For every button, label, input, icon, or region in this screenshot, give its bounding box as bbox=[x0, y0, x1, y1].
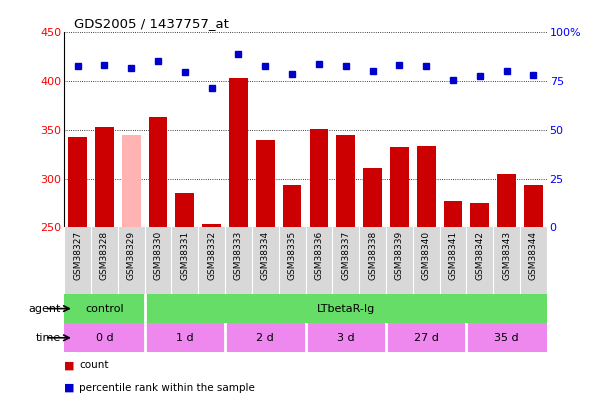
Bar bbox=[95, 127, 114, 227]
Text: GSM38341: GSM38341 bbox=[448, 230, 458, 280]
Text: GSM38338: GSM38338 bbox=[368, 230, 377, 280]
Bar bbox=[417, 146, 436, 227]
Bar bbox=[145, 294, 547, 323]
Text: GSM38332: GSM38332 bbox=[207, 230, 216, 280]
Text: 0 d: 0 d bbox=[95, 333, 113, 343]
Bar bbox=[145, 323, 225, 352]
Text: 35 d: 35 d bbox=[494, 333, 519, 343]
Bar bbox=[256, 140, 275, 227]
Text: 27 d: 27 d bbox=[414, 333, 439, 343]
Text: GSM38331: GSM38331 bbox=[180, 230, 189, 280]
Text: GSM38329: GSM38329 bbox=[126, 230, 136, 280]
Text: GSM38330: GSM38330 bbox=[153, 230, 163, 280]
Text: GSM38333: GSM38333 bbox=[234, 230, 243, 280]
Text: GSM38336: GSM38336 bbox=[315, 230, 323, 280]
Bar bbox=[390, 147, 409, 227]
Text: ■: ■ bbox=[64, 360, 75, 371]
Bar bbox=[466, 323, 547, 352]
Text: GSM38344: GSM38344 bbox=[529, 230, 538, 279]
Bar bbox=[225, 323, 306, 352]
Text: count: count bbox=[79, 360, 109, 371]
Text: ■: ■ bbox=[64, 383, 75, 393]
Bar bbox=[122, 135, 141, 227]
Bar bbox=[306, 323, 386, 352]
Bar bbox=[283, 185, 301, 227]
Text: GSM38340: GSM38340 bbox=[422, 230, 431, 280]
Bar bbox=[386, 323, 466, 352]
Text: GSM38334: GSM38334 bbox=[261, 230, 270, 280]
Bar bbox=[444, 201, 463, 227]
Text: GSM38328: GSM38328 bbox=[100, 230, 109, 280]
Bar bbox=[68, 136, 87, 227]
Text: GSM38342: GSM38342 bbox=[475, 230, 485, 279]
Bar bbox=[64, 294, 145, 323]
Text: LTbetaR-Ig: LTbetaR-Ig bbox=[316, 304, 375, 313]
Text: 2 d: 2 d bbox=[257, 333, 274, 343]
Text: time: time bbox=[36, 333, 61, 343]
Text: 3 d: 3 d bbox=[337, 333, 354, 343]
Bar bbox=[202, 224, 221, 227]
Bar bbox=[524, 185, 543, 227]
Bar bbox=[336, 135, 355, 227]
Bar bbox=[363, 168, 382, 227]
Text: GSM38337: GSM38337 bbox=[341, 230, 350, 280]
Text: GSM38327: GSM38327 bbox=[73, 230, 82, 280]
Bar bbox=[175, 193, 194, 227]
Text: GSM38343: GSM38343 bbox=[502, 230, 511, 280]
Bar bbox=[310, 129, 328, 227]
Text: GSM38335: GSM38335 bbox=[288, 230, 296, 280]
Bar bbox=[64, 323, 145, 352]
Bar bbox=[470, 203, 489, 227]
Bar bbox=[148, 117, 167, 227]
Text: GDS2005 / 1437757_at: GDS2005 / 1437757_at bbox=[74, 17, 229, 30]
Bar bbox=[497, 174, 516, 227]
Text: percentile rank within the sample: percentile rank within the sample bbox=[79, 383, 255, 393]
Text: agent: agent bbox=[29, 304, 61, 313]
Bar bbox=[229, 78, 248, 227]
Text: GSM38339: GSM38339 bbox=[395, 230, 404, 280]
Text: 1 d: 1 d bbox=[176, 333, 194, 343]
Text: control: control bbox=[85, 304, 123, 313]
